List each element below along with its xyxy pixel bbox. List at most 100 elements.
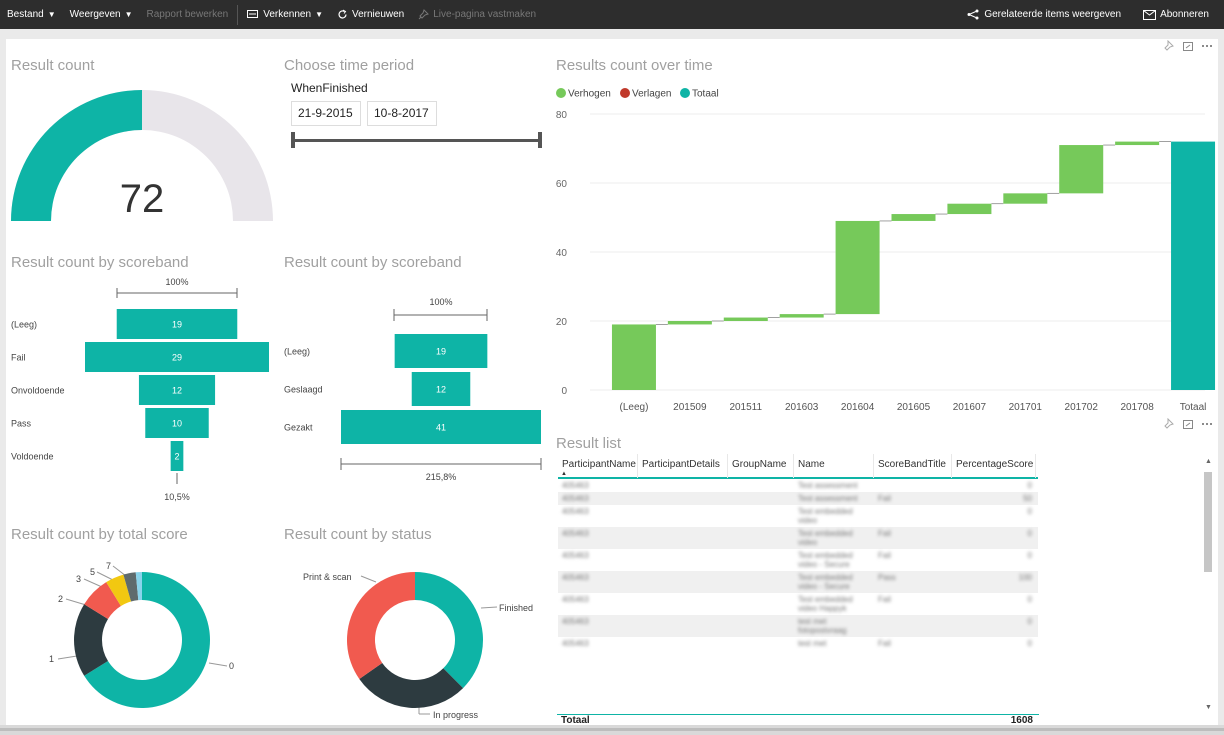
table-row[interactable]: 405463 Test embedded video Happyk Fail 0 <box>558 593 1038 615</box>
gauge-value: 72 <box>120 177 165 221</box>
donut-slice-3[interactable] <box>106 574 132 606</box>
table-row[interactable]: 405463 test met Fail 0 <box>558 637 1038 650</box>
view-menu[interactable]: Weergeven ▼ <box>63 0 140 29</box>
subscribe-label: Abonneren <box>1160 9 1209 20</box>
donut-slice-in-progress[interactable] <box>359 662 464 708</box>
table-row[interactable]: 405463 Test embedded video - Secure Fail 0 <box>558 549 1038 571</box>
waterfall-bar-201509[interactable] <box>667 321 712 325</box>
table-cell <box>728 593 794 615</box>
more-options-icon[interactable] <box>1202 423 1212 425</box>
mail-icon <box>1143 9 1157 20</box>
waterfall-bar-201511[interactable] <box>723 317 768 321</box>
edit-report-button[interactable]: Rapport bewerken <box>140 0 236 29</box>
donut2-title: Result count by status <box>284 526 432 543</box>
table-cell: Test assessment <box>798 494 858 503</box>
sort-ascending-icon[interactable]: ▲ <box>561 471 567 477</box>
legend-dot-decrease <box>620 88 630 98</box>
table-row[interactable]: 405463 Test assessment 0 <box>558 479 1038 492</box>
scroll-down-icon[interactable]: ▼ <box>1205 704 1212 711</box>
column-header-name[interactable]: Name <box>794 454 874 478</box>
file-menu[interactable]: Bestand ▼ <box>0 0 63 29</box>
donut-slice-7[interactable] <box>135 572 142 601</box>
donut-slice-finished[interactable] <box>415 572 483 689</box>
funnel-bar[interactable] <box>170 441 184 471</box>
x-tick-label: 201701 <box>1009 402 1043 413</box>
funnel-bar[interactable] <box>116 309 238 339</box>
subscribe-button[interactable]: Abonneren <box>1136 0 1216 29</box>
table-row[interactable]: 405463 test met fotopostvraag 0 <box>558 615 1038 637</box>
table-cell <box>874 615 952 637</box>
donut-slice-0[interactable] <box>84 572 210 708</box>
waterfall-bar-201702[interactable] <box>1059 145 1104 194</box>
x-tick-label: 201605 <box>897 402 931 413</box>
pin-visual-icon[interactable] <box>1164 40 1174 51</box>
waterfall-bar-201604[interactable] <box>835 220 880 315</box>
focus-mode-icon[interactable] <box>1183 42 1193 51</box>
slicer-start-date-input[interactable]: 21-9-2015 <box>291 101 361 126</box>
donut-chart-total-score: 0 1 2 3 5 7 <box>49 561 234 708</box>
donut-slice-2[interactable] <box>84 582 121 619</box>
column-header-participantdetails[interactable]: ParticipantDetails <box>638 454 728 478</box>
scrollbar-thumb[interactable] <box>1204 472 1212 572</box>
donut-slice-1[interactable] <box>74 604 108 676</box>
scroll-up-icon[interactable]: ▲ <box>1205 458 1212 465</box>
funnel-bar[interactable] <box>394 334 488 368</box>
column-header-percentagescore[interactable]: PercentageScore <box>952 454 1036 478</box>
column-header-groupname[interactable]: GroupName <box>728 454 794 478</box>
slicer-end-handle[interactable] <box>538 132 542 148</box>
chevron-down-icon: ▼ <box>315 10 323 19</box>
table-row[interactable]: 405463 Test embedded video Fail 0 <box>558 527 1038 549</box>
refresh-button[interactable]: Vernieuwen <box>330 0 411 29</box>
waterfall-bar-totaal[interactable] <box>1171 141 1216 390</box>
table-cell <box>728 505 794 527</box>
donut-slice-print-scan[interactable] <box>347 572 415 680</box>
funnel-bar[interactable] <box>341 410 541 444</box>
funnel-bar[interactable] <box>145 408 209 438</box>
waterfall-bar-201605[interactable] <box>891 214 936 221</box>
bottom-scrollbar[interactable] <box>0 725 1224 735</box>
waterfall-title: Results count over time <box>556 57 713 74</box>
table-scrollbar[interactable]: ▲ ▼ <box>1203 458 1213 718</box>
table-cell: 405463 <box>562 481 589 490</box>
legend-label-increase: Verhogen <box>568 89 611 100</box>
top-toolbar: Bestand ▼ Weergeven ▼ Rapport bewerken Ver… <box>0 0 1224 29</box>
funnel-bottom-pct: 215,8% <box>426 472 457 482</box>
gauge-chart: 72 <box>11 90 273 221</box>
waterfall-bar-201603[interactable] <box>779 314 824 318</box>
slicer-end-date-input[interactable]: 10-8-2017 <box>367 101 437 126</box>
funnel-bar-value: 19 <box>172 320 182 330</box>
donut-slice-5[interactable] <box>123 572 139 602</box>
funnel-bar[interactable] <box>85 342 269 372</box>
table-row[interactable]: 405463 Test embedded video 0 <box>558 505 1038 527</box>
column-header-scorebandtitle[interactable]: ScoreBandTitle <box>874 454 952 478</box>
explore-menu[interactable]: Verkennen ▼ <box>240 0 330 29</box>
more-options-icon[interactable] <box>1202 45 1212 47</box>
table-row[interactable]: 405463 Test assessment Fail 50 <box>558 492 1038 505</box>
column-header-participantname[interactable]: ParticipantName <box>558 454 638 478</box>
table-cell <box>728 479 794 492</box>
waterfall-bar-201708[interactable] <box>1115 141 1160 146</box>
focus-mode-icon[interactable] <box>1183 420 1193 429</box>
slicer-start-handle[interactable] <box>291 132 295 148</box>
funnel-bar-value: 12 <box>172 386 182 396</box>
table-row[interactable]: 405463 Test embedded video - Secure Pass 10… <box>558 571 1038 593</box>
column-header-label: PercentageScore <box>956 459 1034 470</box>
waterfall-bar-leeg[interactable] <box>611 324 656 390</box>
funnel-bar[interactable] <box>411 372 471 406</box>
toolbar-right: Gerelateerde items weergeven Abonneren <box>960 0 1216 29</box>
donut-label-in-progress: In progress <box>433 710 479 720</box>
table-cell: 405463 <box>562 595 589 604</box>
refresh-icon <box>338 9 347 19</box>
table-cell <box>728 492 794 505</box>
pin-visual-icon[interactable] <box>1164 418 1174 429</box>
column-header-label: ParticipantDetails <box>642 459 720 470</box>
funnel-bar[interactable] <box>138 375 216 405</box>
related-items-button[interactable]: Gerelateerde items weergeven <box>960 0 1128 29</box>
waterfall-bar-201607[interactable] <box>947 203 992 215</box>
funnel-bar-value: 41 <box>436 423 446 433</box>
column-header-label: ParticipantName <box>562 459 636 470</box>
toolbar-divider <box>237 4 239 25</box>
table-cell: Pass <box>878 573 896 582</box>
waterfall-bar-201701[interactable] <box>1003 193 1048 204</box>
pin-live-page-button[interactable]: Live-pagina vastmaken <box>411 0 543 29</box>
